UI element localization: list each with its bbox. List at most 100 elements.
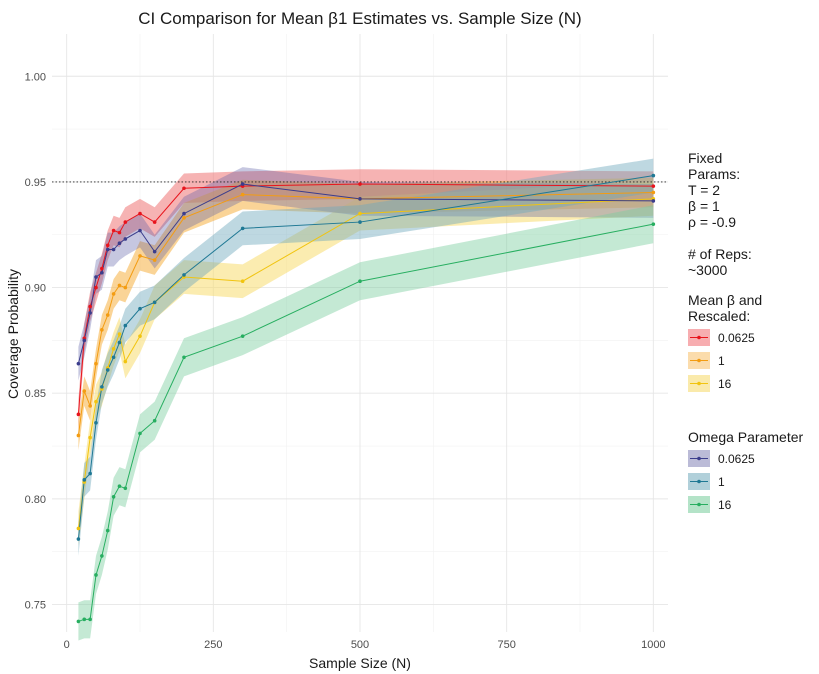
y-tick-label: 0.90 <box>25 283 46 295</box>
data-point-omega-0.0625 <box>123 237 128 241</box>
data-point-mean-0.0625 <box>117 230 122 235</box>
y-tick-label: 0.85 <box>25 388 46 400</box>
data-point-omega-0.0625 <box>105 247 110 252</box>
data-point-omega-16 <box>152 418 157 423</box>
data-point-mean-0.0625 <box>182 186 186 191</box>
legend-annotation-line: # of Reps: <box>688 246 752 262</box>
data-point-omega-0.0625 <box>117 241 122 245</box>
legend-label-mean: 1 <box>718 354 725 368</box>
data-point-omega-0.0625 <box>76 361 81 366</box>
data-point-mean-16 <box>138 334 142 338</box>
legend-label-omega: 16 <box>718 498 732 512</box>
data-point-mean-1 <box>117 283 122 288</box>
data-point-mean-0.0625 <box>358 182 362 186</box>
data-point-omega-16 <box>82 617 87 622</box>
x-axis-title: Sample Size (N) <box>309 655 411 671</box>
legend-title-mean: Rescaled: <box>688 308 750 324</box>
legend-annotation-line: Fixed <box>688 150 722 166</box>
legend-key-point-mean <box>697 381 701 386</box>
ci-band-omega-1 <box>78 158 654 556</box>
data-point-omega-0.0625 <box>182 211 186 216</box>
data-point-mean-1 <box>105 313 110 317</box>
legend-annotation-line: ρ = -0.9 <box>688 214 736 230</box>
data-point-mean-1 <box>82 389 87 393</box>
data-point-mean-1 <box>152 258 157 262</box>
data-point-omega-0.0625 <box>100 270 104 275</box>
data-point-mean-0.0625 <box>76 412 81 417</box>
legend-title-omega: Omega Parameter <box>688 429 803 445</box>
data-point-omega-16 <box>138 431 142 436</box>
data-point-omega-1 <box>111 355 116 360</box>
legend-annotation-line: ~3000 <box>688 262 728 278</box>
data-point-mean-1 <box>651 190 656 195</box>
data-point-omega-16 <box>117 484 122 488</box>
x-tick-label: 750 <box>497 639 515 651</box>
data-point-mean-16 <box>111 347 116 351</box>
data-point-mean-1 <box>76 433 81 438</box>
data-point-omega-0.0625 <box>138 228 142 233</box>
data-point-mean-1 <box>88 404 92 408</box>
legend-title-mean: Mean β and <box>688 292 762 308</box>
data-point-mean-1 <box>94 361 98 366</box>
x-tick-label: 0 <box>64 639 70 651</box>
data-point-mean-1 <box>182 216 186 220</box>
data-point-mean-16 <box>358 211 362 216</box>
data-point-omega-1 <box>82 478 87 482</box>
legend-key-point-omega <box>697 502 701 507</box>
data-point-mean-0.0625 <box>111 228 116 233</box>
data-point-mean-1 <box>123 285 128 290</box>
legend-annotation-line: β = 1 <box>688 198 720 214</box>
legend-key-point-omega <box>697 479 701 484</box>
x-tick-label: 500 <box>351 639 369 651</box>
legend-annotation-line: T = 2 <box>688 182 720 198</box>
data-point-omega-0.0625 <box>240 182 245 186</box>
data-point-omega-16 <box>123 486 128 491</box>
data-point-mean-0.0625 <box>152 220 157 224</box>
y-axis-title: Coverage Probability <box>5 269 21 399</box>
ci-band-mean-16 <box>78 181 654 546</box>
data-point-omega-1 <box>100 385 104 389</box>
data-point-omega-1 <box>358 220 362 224</box>
y-tick-label: 0.75 <box>25 600 46 612</box>
x-tick-label: 1000 <box>641 639 665 651</box>
series-point-layer <box>76 173 656 624</box>
data-point-omega-1 <box>182 273 186 277</box>
data-point-omega-1 <box>240 226 245 231</box>
data-point-omega-1 <box>117 340 122 345</box>
data-point-omega-1 <box>123 323 128 328</box>
data-point-omega-0.0625 <box>152 249 157 254</box>
legend-key-point-mean <box>697 335 701 340</box>
legend-label-omega: 1 <box>718 475 725 489</box>
data-point-mean-1 <box>138 254 142 258</box>
legend-annotation-line: Params: <box>688 166 740 182</box>
chart-title: CI Comparison for Mean β1 Estimates vs. … <box>138 9 581 28</box>
data-point-mean-0.0625 <box>94 285 98 290</box>
legend-key-point-mean <box>697 358 701 363</box>
legend-label-mean: 0.0625 <box>718 331 755 345</box>
data-point-mean-1 <box>240 192 245 197</box>
data-point-mean-16 <box>123 359 128 364</box>
data-point-mean-16 <box>117 332 122 336</box>
data-point-mean-0.0625 <box>123 220 128 224</box>
data-point-mean-0.0625 <box>88 304 92 309</box>
grid-layer <box>52 34 668 632</box>
data-point-mean-16 <box>76 526 81 531</box>
y-tick-label: 0.80 <box>25 494 46 506</box>
ci-band-omega-0.0625 <box>78 167 654 381</box>
data-point-omega-0.0625 <box>358 197 362 201</box>
data-point-omega-16 <box>358 279 362 284</box>
data-point-mean-16 <box>88 435 92 440</box>
y-tick-label: 1.00 <box>25 71 46 83</box>
data-point-omega-16 <box>105 528 110 533</box>
data-point-mean-1 <box>100 328 104 332</box>
data-point-omega-1 <box>651 173 656 178</box>
y-tick-label: 0.95 <box>25 177 46 189</box>
x-tick-label: 250 <box>204 639 222 651</box>
data-point-mean-16 <box>94 399 98 404</box>
band-layer <box>78 158 654 641</box>
ci-band-omega-16 <box>78 205 654 641</box>
data-point-mean-0.0625 <box>105 243 110 248</box>
